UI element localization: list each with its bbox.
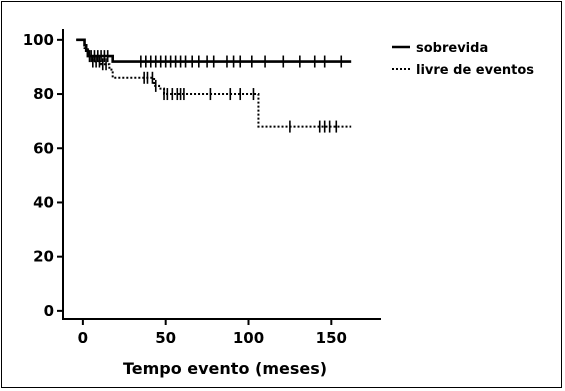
y-tick-label: 80	[33, 85, 54, 103]
x-tick-label: 100	[233, 329, 264, 347]
y-tick-label: 0	[44, 302, 54, 320]
y-tick-label: 60	[33, 139, 54, 157]
legend-label-livre-de-eventos: livre de eventos	[416, 63, 534, 78]
y-tick-label: 100	[23, 31, 54, 49]
survival-step-line	[76, 38, 352, 128]
y-tick-label: 20	[33, 248, 54, 266]
series-layer	[76, 38, 352, 133]
series-livre-de-eventos	[76, 38, 352, 133]
x-ticks: 0 50 100 150	[78, 319, 347, 347]
series-sobrevida	[76, 38, 352, 68]
x-axis-title: Tempo evento (meses)	[123, 359, 327, 378]
y-ticks: 0 20 40 60 80 100	[23, 31, 63, 320]
legend: sobrevida livre de eventos	[392, 41, 534, 78]
x-tick-label: 150	[316, 329, 347, 347]
x-tick-label: 50	[155, 329, 176, 347]
x-tick-label: 0	[78, 329, 88, 347]
chart-axes	[62, 29, 381, 320]
y-tick-label: 40	[33, 193, 54, 211]
legend-label-sobrevida: sobrevida	[416, 41, 488, 56]
